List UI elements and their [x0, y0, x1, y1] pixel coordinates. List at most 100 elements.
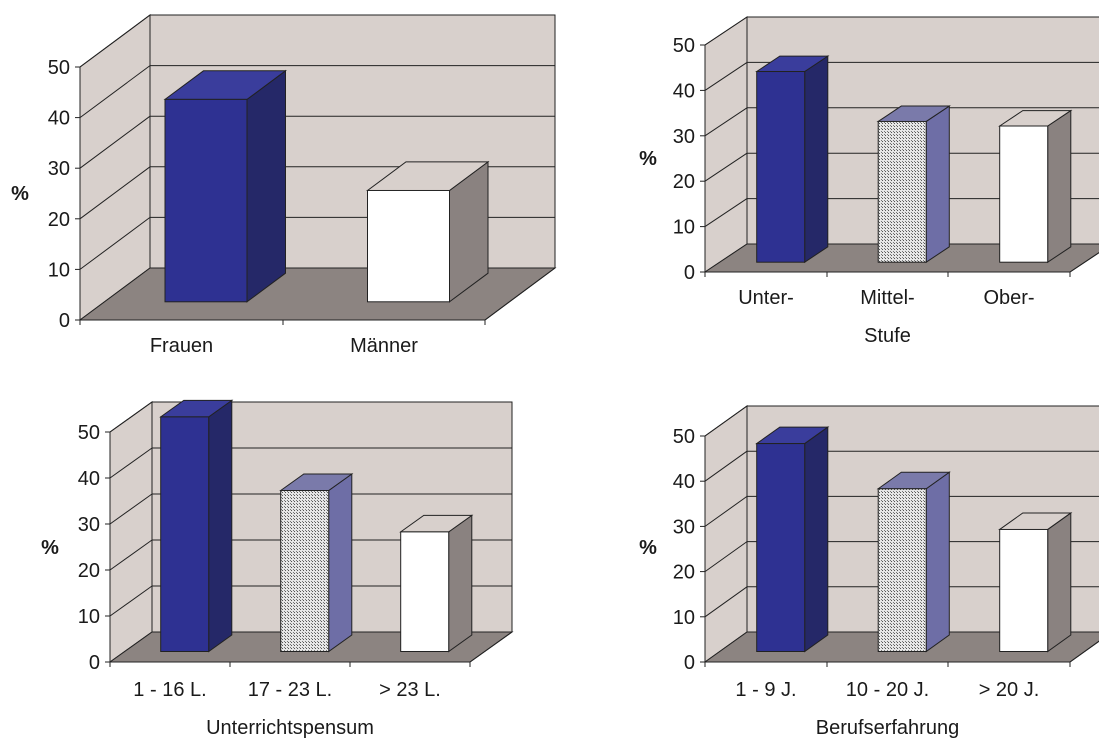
y-tick-label: 0 — [89, 652, 100, 674]
x-axis-label: Unterrichtspensum — [206, 717, 374, 739]
bar-front — [280, 490, 330, 652]
y-tick-label: 40 — [673, 80, 695, 102]
x-axis-label: Berufserfahrung — [816, 717, 959, 739]
bar-0 — [163, 69, 288, 303]
y-tick-label: 40 — [673, 471, 695, 493]
gridline-diag — [704, 405, 748, 437]
gridline-diag — [109, 401, 153, 433]
gridline-diag — [704, 586, 748, 618]
category-label: Männer — [350, 335, 418, 357]
y-axis-label: % — [639, 537, 657, 559]
y-tick-label: 50 — [48, 57, 70, 79]
floor-edge — [1069, 252, 1099, 273]
gridline-diag — [79, 14, 151, 68]
chart-panel-experience: 0 10 20 30 40 50 1 - 9 J. 10 - 20 J. > 20 J.% Ber… — [639, 405, 1099, 739]
bar-side — [804, 55, 829, 264]
y-tick-label: 50 — [78, 422, 100, 444]
bar-0 — [159, 399, 234, 653]
gridline-diag — [704, 198, 748, 228]
y-tick-label: 30 — [673, 516, 695, 538]
y-axis-label: % — [41, 537, 59, 559]
gridline-diag — [79, 216, 151, 270]
side-wall — [704, 405, 748, 663]
y-tick-label: 0 — [59, 310, 70, 332]
gridline-diag — [704, 16, 748, 46]
bar-1 — [279, 473, 354, 653]
bar-2 — [998, 511, 1073, 653]
bar-side — [208, 399, 233, 653]
category-label: 10 - 20 J. — [846, 679, 929, 701]
bar-1 — [365, 160, 490, 303]
gridline-diag — [79, 166, 151, 220]
gridline-diag — [704, 107, 748, 137]
bar-front — [160, 416, 210, 652]
bar-front — [756, 443, 806, 652]
y-tick-label: 0 — [684, 652, 695, 674]
bar-front — [999, 125, 1049, 263]
chart-panel-gender: 0 10 20 30 40 50 Frauen Männer% — [11, 14, 557, 357]
y-tick-label: 30 — [673, 126, 695, 148]
chart-panel-level: 0 10 20 30 40 50 Unter- Mittel- Ober-% Stufe — [639, 16, 1099, 347]
y-tick-label: 10 — [48, 259, 70, 281]
bar-0 — [755, 426, 830, 653]
gridline-diag — [109, 447, 153, 479]
bar-side — [246, 69, 286, 303]
category-label: Frauen — [150, 335, 213, 357]
y-tick-label: 50 — [673, 426, 695, 448]
gridline-diag — [704, 61, 748, 91]
category-label: Ober- — [983, 287, 1034, 309]
category-label: 17 - 23 L. — [248, 679, 333, 701]
bar-2 — [399, 514, 474, 653]
gridline-diag — [704, 152, 748, 182]
chart-panel-workload: 0 10 20 30 40 50 1 - 16 L. 17 - 23 L. > 23 L.% Un… — [41, 399, 514, 739]
floor-edge — [1069, 640, 1099, 663]
y-tick-label: 40 — [48, 108, 70, 130]
bar-side — [925, 471, 950, 653]
bar-front — [999, 528, 1049, 653]
bar-side — [1047, 511, 1072, 653]
category-label: 1 - 16 L. — [133, 679, 206, 701]
side-wall — [79, 14, 151, 321]
y-tick-label: 0 — [684, 262, 695, 284]
y-axis-label: % — [639, 148, 657, 170]
bar-side — [328, 473, 353, 653]
y-tick-label: 10 — [673, 607, 695, 629]
category-label: > 23 L. — [379, 679, 441, 701]
y-tick-label: 20 — [673, 171, 695, 193]
gridline-diag — [109, 585, 153, 617]
gridline-diag — [109, 493, 153, 525]
bar-2 — [998, 109, 1073, 264]
y-tick-label: 20 — [78, 560, 100, 582]
gridline-diag — [704, 495, 748, 527]
bar-front — [877, 488, 927, 652]
side-wall — [109, 401, 153, 663]
side-wall — [704, 16, 748, 273]
category-label: 1 - 9 J. — [735, 679, 796, 701]
bar-side — [448, 514, 473, 653]
category-label: Unter- — [738, 287, 794, 309]
bar-front — [877, 120, 927, 263]
bar-front — [164, 98, 248, 303]
y-tick-label: 30 — [48, 158, 70, 180]
y-tick-label: 20 — [673, 562, 695, 584]
x-axis-label: Stufe — [864, 325, 911, 347]
bar-side — [1047, 109, 1072, 264]
bar-side — [804, 426, 829, 653]
bar-front — [756, 71, 806, 263]
gridline-diag — [79, 115, 151, 169]
y-tick-label: 30 — [78, 514, 100, 536]
y-axis-label: % — [11, 183, 29, 205]
gridline-diag — [704, 541, 748, 573]
y-tick-label: 20 — [48, 209, 70, 231]
bar-1 — [876, 471, 951, 653]
y-tick-label: 10 — [78, 606, 100, 628]
gridline-diag — [704, 450, 748, 482]
bar-1 — [876, 105, 951, 264]
y-tick-label: 50 — [673, 35, 695, 57]
category-label: Mittel- — [860, 287, 914, 309]
bar-front — [400, 531, 450, 653]
gridline-diag — [79, 65, 151, 119]
floor-edge — [469, 631, 513, 663]
y-tick-label: 10 — [673, 217, 695, 239]
